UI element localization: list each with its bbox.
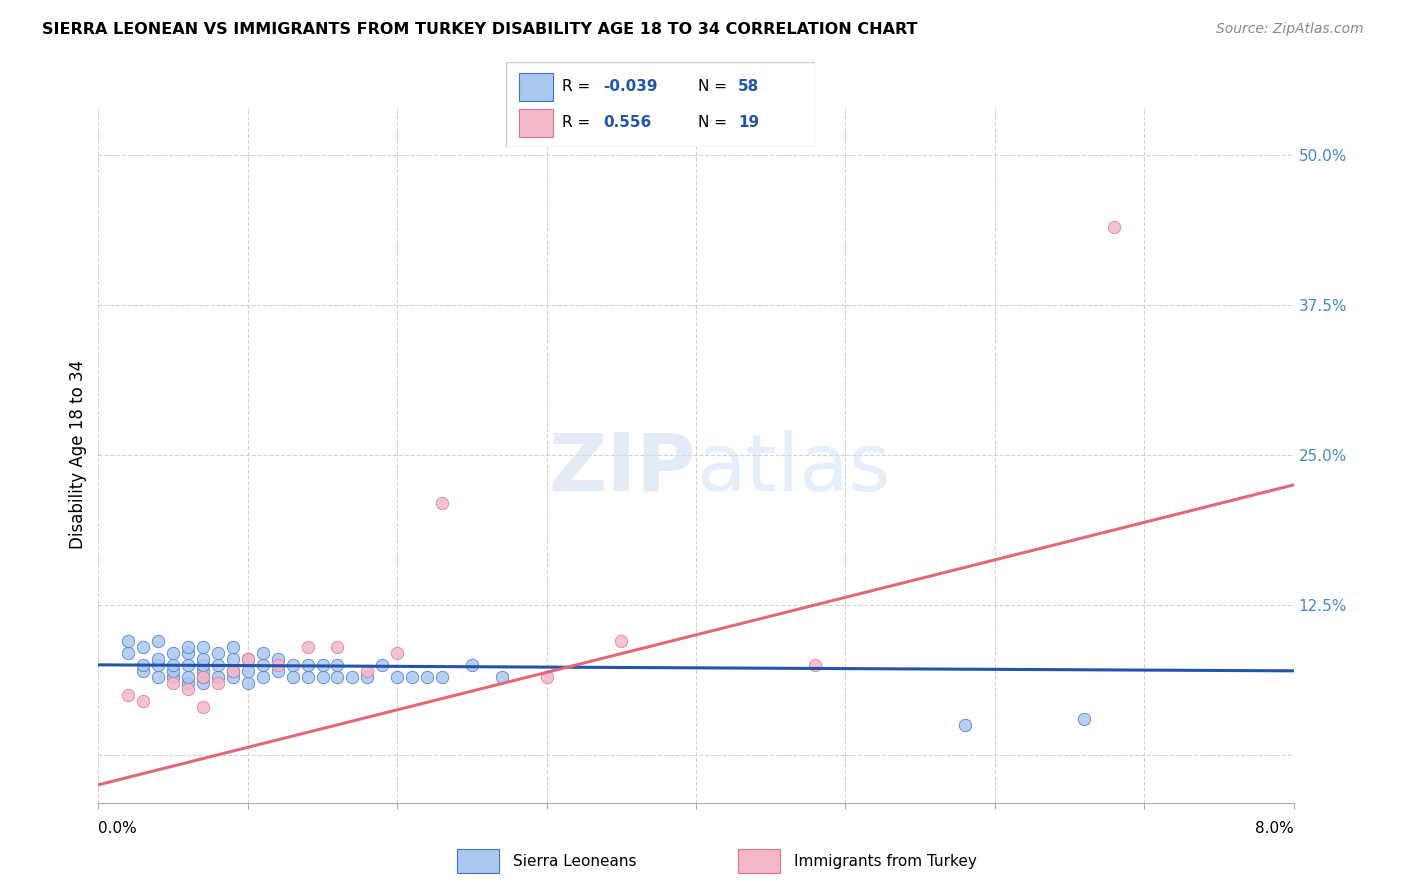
Bar [738,849,780,873]
Text: 58: 58 [738,79,759,95]
Point [236,652,259,666]
Point [162,676,184,690]
Text: R =: R = [562,115,600,130]
Point [207,670,229,684]
Bar [457,849,499,873]
Point [252,670,274,684]
Point [191,640,214,654]
Point [281,657,304,672]
Point [162,657,184,672]
Point [610,633,633,648]
Point [117,633,139,648]
Point [953,718,976,732]
Point [162,664,184,678]
Point [536,670,558,684]
Point [356,664,378,678]
Text: N =: N = [697,79,731,95]
Point [148,657,170,672]
Point [252,646,274,660]
Point [236,676,259,690]
Point [132,664,155,678]
Point [177,676,200,690]
Point [385,670,409,684]
Point [326,670,349,684]
Point [236,652,259,666]
Point [207,646,229,660]
Point [132,694,155,708]
Bar [519,109,553,136]
Text: 0.556: 0.556 [603,115,652,130]
Point [191,664,214,678]
Point [342,670,364,684]
Point [177,670,200,684]
Point [461,657,484,672]
Point [177,640,200,654]
Point [148,633,170,648]
Point [297,657,319,672]
Text: 8.0%: 8.0% [1254,821,1294,836]
Text: 19: 19 [738,115,759,130]
Point [297,640,319,654]
Point [804,657,827,672]
Point [222,670,245,684]
Point [326,640,349,654]
Point [491,670,513,684]
Point [132,657,155,672]
Text: -0.039: -0.039 [603,79,658,95]
Point [191,652,214,666]
Point [191,676,214,690]
Point [222,664,245,678]
Point [177,657,200,672]
Point [207,676,229,690]
FancyBboxPatch shape [506,62,815,147]
Point [1073,712,1095,726]
Point [117,688,139,702]
Point [430,496,453,510]
Text: SIERRA LEONEAN VS IMMIGRANTS FROM TURKEY DISABILITY AGE 18 TO 34 CORRELATION CHA: SIERRA LEONEAN VS IMMIGRANTS FROM TURKEY… [42,22,918,37]
Point [297,670,319,684]
Point [117,646,139,660]
Point [222,664,245,678]
Point [222,652,245,666]
Point [191,670,214,684]
Point [311,670,333,684]
Point [132,640,155,654]
Point [267,657,290,672]
Point [371,657,394,672]
Text: 0.0%: 0.0% [98,821,138,836]
Point [430,670,453,684]
Point [191,699,214,714]
Point [222,640,245,654]
Text: R =: R = [562,79,595,95]
Point [385,646,409,660]
Point [162,646,184,660]
Point [236,664,259,678]
Point [416,670,439,684]
Point [326,657,349,672]
Point [148,652,170,666]
Point [356,670,378,684]
Text: Immigrants from Turkey: Immigrants from Turkey [794,854,977,869]
Point [148,670,170,684]
Point [401,670,423,684]
Point [252,657,274,672]
Point [1102,219,1125,234]
Point [267,664,290,678]
Point [191,657,214,672]
Text: ZIP: ZIP [548,430,696,508]
Point [207,657,229,672]
Point [177,646,200,660]
Point [177,681,200,696]
Text: Source: ZipAtlas.com: Source: ZipAtlas.com [1216,22,1364,37]
Point [267,652,290,666]
Bar [519,73,553,101]
Text: N =: N = [697,115,731,130]
Text: atlas: atlas [696,430,890,508]
Point [162,670,184,684]
Y-axis label: Disability Age 18 to 34: Disability Age 18 to 34 [69,360,87,549]
Point [281,670,304,684]
Text: Sierra Leoneans: Sierra Leoneans [513,854,637,869]
Point [311,657,333,672]
Point [191,670,214,684]
